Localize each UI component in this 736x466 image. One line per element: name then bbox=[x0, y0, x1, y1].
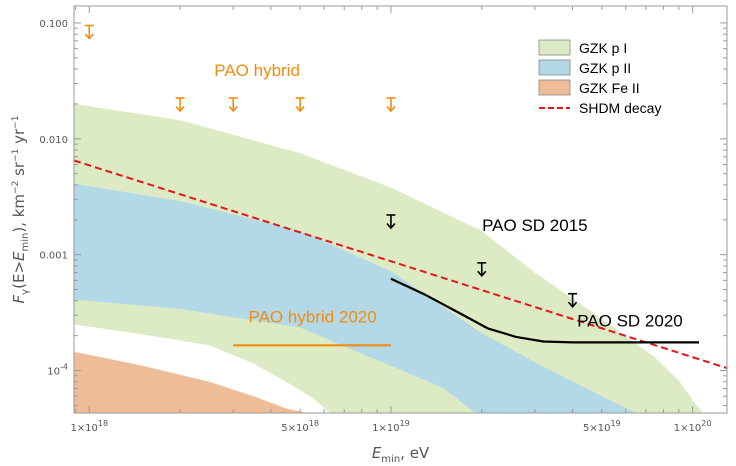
series-shdm-decay-line bbox=[74, 159, 727, 370]
legend-entry-gzk-p-i: GZK p I bbox=[538, 39, 627, 56]
legend-label: GZK p I bbox=[579, 40, 627, 56]
upper-limit-pao-hybrid-3 bbox=[295, 97, 305, 113]
legend-label: GZK Fe II bbox=[579, 80, 640, 96]
series-pao-sd-2020-line bbox=[390, 277, 699, 344]
y-axis-label: Fγ(E>Emin), km−2 sr−1 yr−1 bbox=[10, 116, 31, 304]
y-tick-label: 0.010 bbox=[39, 135, 68, 146]
legend-entry-gzk-fe-ii: GZK Fe II bbox=[538, 79, 640, 96]
legend-swatch bbox=[538, 59, 571, 76]
upper-limit-pao-sd-2015-5 bbox=[386, 214, 396, 230]
upper-limit-pao-sd-2015-6 bbox=[477, 262, 487, 278]
y-tick-label: 10-4 bbox=[47, 363, 68, 378]
legend: GZK p I GZK p II GZK Fe II SHDM decay bbox=[538, 39, 661, 116]
band-gzk-p-ii bbox=[74, 183, 637, 413]
legend-label: SHDM decay bbox=[579, 100, 661, 116]
upper-limit-pao-sd-2015-7 bbox=[567, 292, 578, 308]
x-axis-label: Emin, eV bbox=[372, 444, 430, 465]
legend-label: GZK p II bbox=[579, 60, 631, 76]
annotation-pao-sd-2015: PAO SD 2015 bbox=[482, 216, 588, 235]
plot-frame bbox=[73, 5, 728, 414]
upper-limits-layer bbox=[84, 24, 578, 308]
upper-limit-pao-hybrid-4 bbox=[386, 97, 396, 113]
annotation-pao-hybrid: PAO hybrid bbox=[214, 61, 300, 80]
upper-limit-pao-hybrid-2 bbox=[228, 97, 238, 113]
x-tick-label: 1×1020 bbox=[674, 419, 712, 434]
band-gzk-p-i bbox=[74, 103, 703, 413]
legend-entry-gzk-p-ii: GZK p II bbox=[538, 59, 631, 76]
band-gzk-fe-ii bbox=[74, 351, 308, 413]
annotations-layer: PAO hybrid PAO SD 2015 PAO SD 2020 PAO hybr… bbox=[214, 61, 683, 331]
y-tick-label: 0.001 bbox=[39, 251, 68, 262]
legend-swatch bbox=[538, 79, 571, 96]
series-layer bbox=[74, 159, 727, 370]
upper-limit-pao-hybrid-1 bbox=[175, 97, 185, 113]
bands-layer bbox=[74, 103, 703, 413]
y-tick-label: 0.100 bbox=[39, 19, 68, 30]
legend-entry-shdm-decay: SHDM decay bbox=[539, 100, 661, 116]
annotation-pao-sd-2020: PAO SD 2020 bbox=[577, 311, 683, 330]
x-tick-label: 1×1018 bbox=[70, 419, 108, 434]
annotation-pao-hybrid-2020: PAO hybrid 2020 bbox=[249, 307, 377, 326]
x-tick-label: 1×1019 bbox=[372, 419, 410, 434]
x-tick-label: 5×1019 bbox=[583, 419, 621, 434]
upper-limit-pao-hybrid-0 bbox=[84, 24, 94, 40]
x-tick-label: 5×1018 bbox=[281, 419, 319, 434]
legend-swatch bbox=[538, 39, 571, 56]
